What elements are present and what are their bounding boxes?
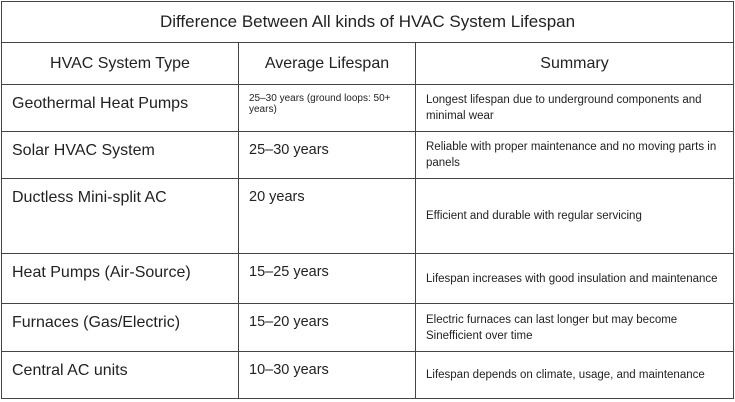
table-row: Central AC units 10–30 years Lifespan depe… — [1, 351, 735, 399]
lifespan-cell: 25–30 years (ground loops: 50+ years) — [238, 84, 416, 132]
type-cell: Central AC units — [1, 351, 239, 399]
type-cell: Heat Pumps (Air-Source) — [1, 253, 239, 304]
header-row: HVAC System Type Average Lifespan Summar… — [1, 42, 735, 85]
type-cell: Solar HVAC System — [1, 131, 239, 179]
lifespan-cell: 15–25 years — [238, 253, 416, 304]
summary-cell: Efficient and durable with regular servi… — [414, 178, 735, 254]
summary-cell: Lifespan increases with good insulation … — [414, 253, 735, 304]
summary-cell: Longest lifespan due to underground comp… — [414, 84, 735, 132]
lifespan-cell: 15–20 years — [238, 303, 416, 352]
table-row: Heat Pumps (Air-Source) 15–25 years Lifesp… — [1, 253, 735, 304]
type-cell: Furnaces (Gas/Electric) — [1, 303, 239, 352]
table-title: Difference Between All kinds of HVAC Sys… — [0, 1, 735, 43]
type-cell: Ductless Mini-split AC — [1, 178, 239, 254]
header-cell: Summary — [414, 42, 735, 85]
summary-cell: Electric furnaces can last longer but ma… — [414, 303, 735, 352]
type-cell: Geothermal Heat Pumps — [1, 84, 239, 132]
table-row: Geothermal Heat Pumps 25–30 years (ground… — [1, 84, 735, 132]
lifespan-cell: 25–30 years — [238, 131, 416, 179]
table-row: Ductless Mini-split AC 20 years Efficient … — [1, 178, 735, 254]
lifespan-cell: 20 years — [238, 178, 416, 254]
lifespan-cell: 10–30 years — [238, 351, 416, 399]
summary-cell: Reliable with proper maintenance and no … — [414, 131, 735, 179]
table-row: Solar HVAC System 25–30 years Reliable wit… — [1, 131, 735, 179]
header-cell: HVAC System Type — [1, 42, 239, 85]
summary-cell: Lifespan depends on climate, usage, and … — [414, 351, 735, 399]
header-cell: Average Lifespan — [238, 42, 416, 85]
table-row: Furnaces (Gas/Electric) 15–20 years Electr… — [1, 303, 735, 352]
